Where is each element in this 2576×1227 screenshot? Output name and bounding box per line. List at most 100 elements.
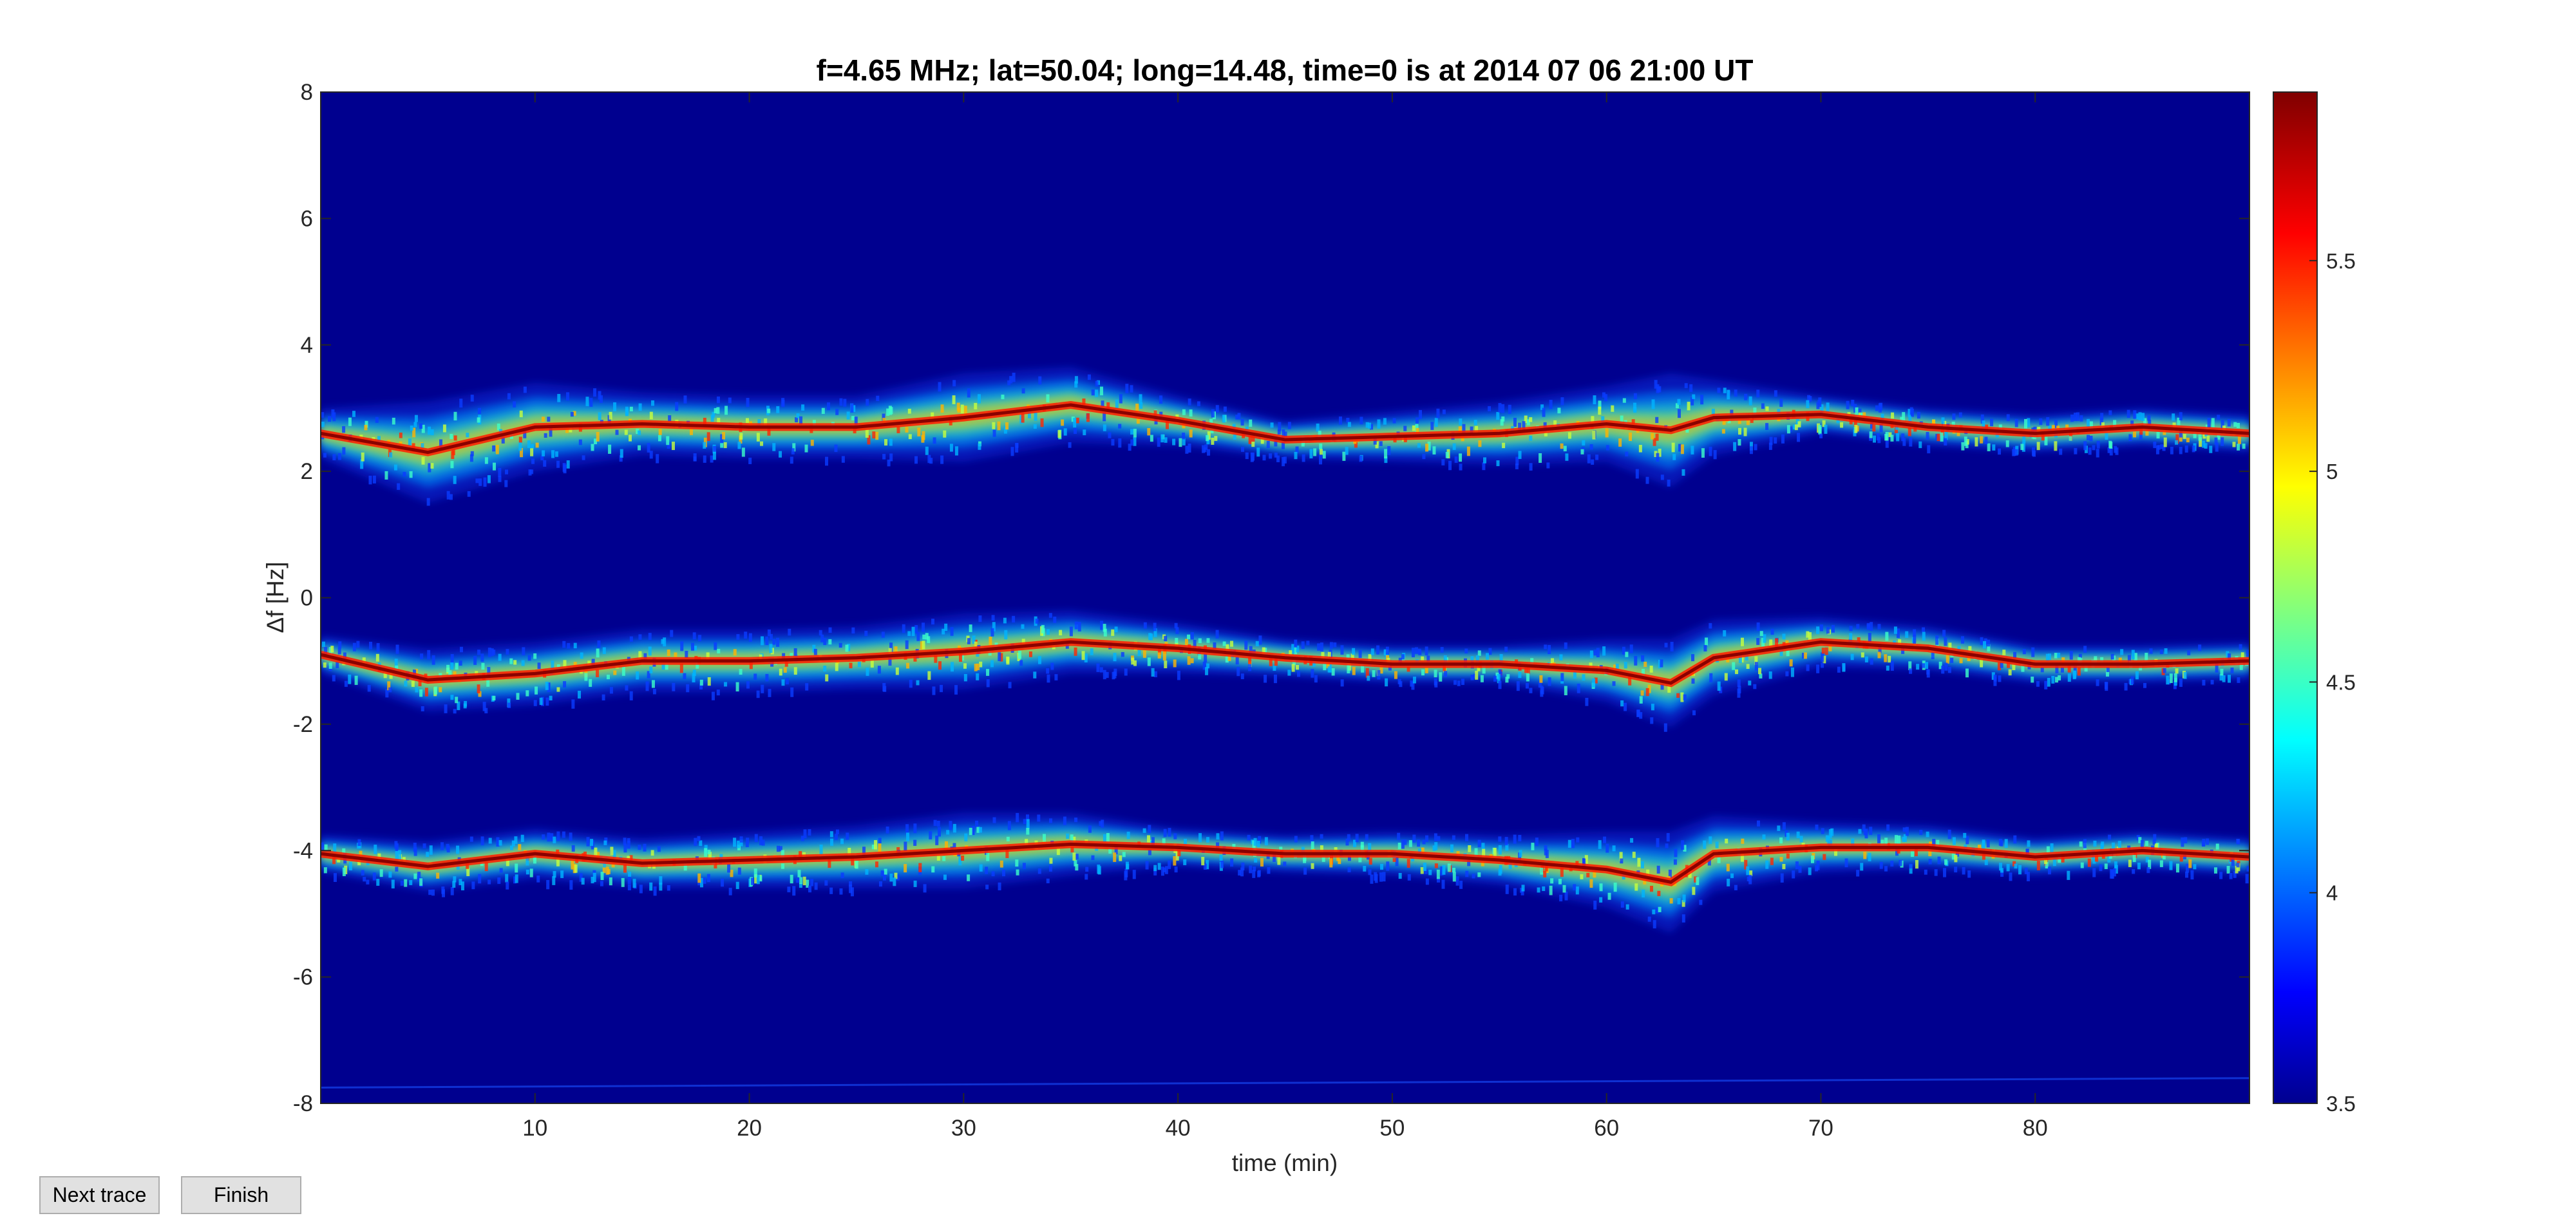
- speckle: [421, 443, 424, 449]
- speckle: [526, 869, 529, 875]
- speckle: [2145, 653, 2148, 662]
- speckle: [867, 435, 871, 445]
- speckle: [1681, 900, 1685, 907]
- speckle: [1480, 675, 1484, 682]
- speckle: [1786, 425, 1790, 434]
- finish-button[interactable]: Finish: [181, 1176, 301, 1214]
- speckle: [768, 689, 772, 697]
- speckle: [986, 679, 990, 688]
- speckle: [1481, 861, 1484, 866]
- speckle: [772, 639, 776, 645]
- speckle: [649, 666, 653, 673]
- speckle: [1206, 638, 1210, 643]
- speckle: [506, 881, 509, 890]
- speckle: [1672, 454, 1676, 460]
- speckle: [1359, 455, 1363, 462]
- speckle: [866, 668, 869, 676]
- speckle: [1937, 856, 1941, 865]
- speckle: [1277, 857, 1281, 865]
- speckle: [551, 660, 554, 669]
- speckle: [1749, 446, 1753, 454]
- speckle: [1038, 376, 1042, 385]
- speckle: [1425, 646, 1428, 656]
- speckle: [487, 667, 491, 675]
- speckle: [1189, 409, 1193, 417]
- speckle: [977, 394, 981, 404]
- speckle: [483, 477, 487, 487]
- speckle: [976, 663, 980, 671]
- speckle: [377, 436, 381, 442]
- speckle: [871, 845, 875, 850]
- faint-trace: [321, 1077, 2249, 1089]
- speckle: [1980, 414, 1984, 424]
- speckle: [1926, 431, 1929, 440]
- speckle: [1074, 647, 1077, 656]
- speckle: [750, 877, 754, 885]
- speckle: [1417, 648, 1421, 654]
- speckle: [359, 850, 363, 856]
- speckle: [986, 852, 990, 861]
- speckle: [1253, 838, 1257, 846]
- speckle: [1665, 843, 1669, 848]
- next-trace-button[interactable]: Next trace: [39, 1176, 160, 1214]
- speckle: [1571, 839, 1575, 848]
- speckle: [1650, 717, 1654, 724]
- speckle: [1868, 852, 1871, 861]
- speckle: [1478, 440, 1482, 447]
- speckle: [648, 633, 652, 641]
- speckle: [2089, 421, 2093, 431]
- speckle: [2105, 668, 2109, 677]
- speckle: [1470, 656, 1474, 664]
- speckle: [1526, 673, 1530, 682]
- speckle: [442, 424, 446, 433]
- speckle: [2087, 435, 2090, 440]
- speckle: [759, 836, 763, 845]
- speckle: [1815, 865, 1819, 872]
- speckle: [428, 426, 431, 435]
- speckle: [1267, 867, 1271, 874]
- speckle: [2006, 414, 2010, 422]
- speckle: [470, 395, 474, 402]
- speckle: [2054, 653, 2058, 659]
- speckle: [556, 687, 560, 692]
- speckle: [1309, 449, 1313, 459]
- speckle: [1539, 453, 1542, 463]
- speckle: [1237, 413, 1241, 420]
- speckle: [1909, 863, 1913, 869]
- speckle: [1666, 833, 1670, 842]
- speckle: [1027, 409, 1031, 418]
- speckle: [954, 446, 958, 456]
- speckle: [1986, 839, 1990, 848]
- speckle: [1417, 839, 1421, 847]
- y-tick-label: 2: [301, 459, 313, 484]
- colorbar-tick-label: 5: [2326, 460, 2338, 483]
- speckle: [820, 634, 824, 642]
- speckle: [1488, 648, 1492, 655]
- speckle: [1368, 654, 1372, 662]
- speckle: [1660, 684, 1664, 690]
- speckle: [376, 643, 380, 652]
- speckle: [1593, 870, 1596, 878]
- speckle: [1220, 861, 1224, 868]
- speckle: [410, 426, 413, 431]
- speckle: [1723, 388, 1727, 393]
- speckle: [531, 458, 535, 464]
- speckle: [793, 648, 797, 656]
- speckle: [724, 406, 728, 415]
- speckle: [2088, 447, 2092, 455]
- speckle: [2214, 437, 2218, 445]
- speckle: [1677, 398, 1681, 405]
- speckle: [2067, 673, 2071, 682]
- speckle: [2226, 651, 2230, 659]
- speckle: [720, 434, 724, 444]
- speckle: [429, 845, 433, 855]
- speckle: [1464, 648, 1468, 653]
- speckle: [2014, 863, 2018, 869]
- speckle: [1721, 429, 1725, 434]
- speckle: [1281, 442, 1285, 449]
- speckle: [1073, 418, 1077, 428]
- speckle: [411, 680, 415, 687]
- speckle: [1114, 847, 1118, 855]
- speckle: [1932, 839, 1936, 848]
- speckle: [1206, 435, 1209, 442]
